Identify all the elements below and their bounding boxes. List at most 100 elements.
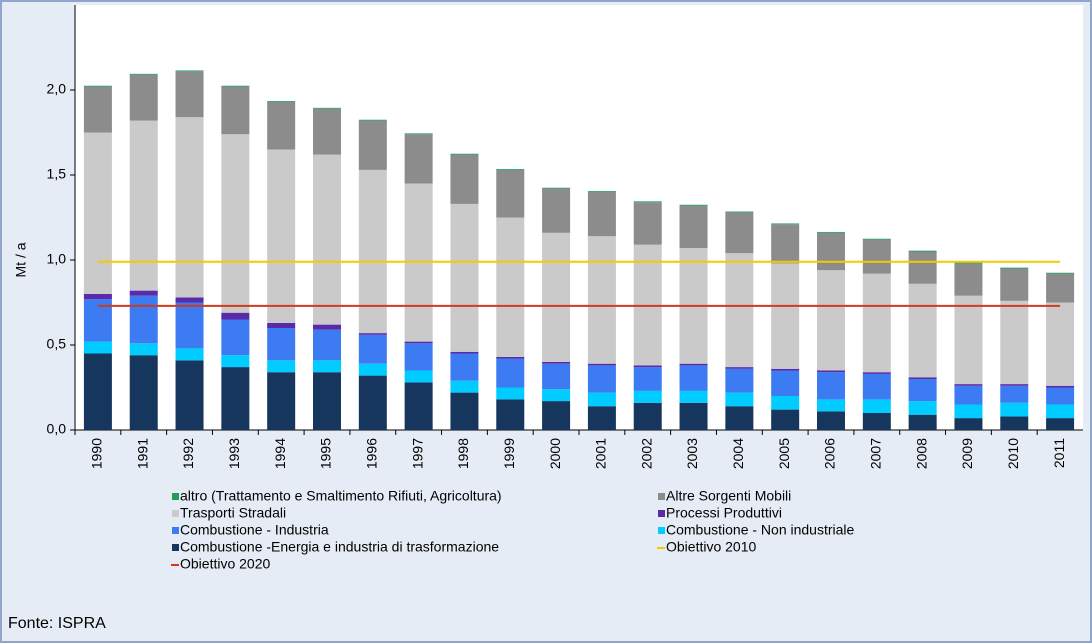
bar-segment bbox=[908, 401, 937, 415]
bar-segment bbox=[862, 239, 891, 274]
bar-segment bbox=[221, 85, 250, 87]
bar-segment bbox=[679, 363, 708, 366]
bar-segment bbox=[267, 372, 296, 430]
bar-segment bbox=[175, 348, 204, 361]
bar-segment bbox=[817, 232, 845, 271]
bar-segment bbox=[129, 74, 158, 121]
bar-segment bbox=[1000, 402, 1029, 417]
bar-segment bbox=[129, 73, 158, 75]
y-tick-label: 1,0 bbox=[47, 251, 67, 267]
bar-segment bbox=[450, 392, 479, 430]
bar-segment bbox=[862, 413, 891, 430]
bar-segment bbox=[1000, 267, 1029, 269]
bar-segment bbox=[358, 169, 387, 334]
bar-segment bbox=[954, 263, 983, 296]
bar-segment bbox=[954, 295, 983, 385]
legend-label: Altre Sorgenti Mobili bbox=[666, 488, 791, 504]
bar-segment bbox=[404, 133, 433, 135]
bar-segment bbox=[908, 250, 937, 252]
bar-segment bbox=[542, 401, 571, 430]
bar-segment bbox=[83, 353, 112, 430]
bar-segment bbox=[587, 406, 616, 430]
legend-label: Obiettivo 2010 bbox=[666, 539, 756, 555]
x-tick-label: 1997 bbox=[409, 438, 425, 469]
x-tick-label: 1998 bbox=[455, 438, 471, 469]
legend-swatch bbox=[658, 527, 665, 534]
x-tick-label: 2007 bbox=[868, 438, 884, 469]
bar-segment bbox=[954, 404, 983, 419]
bar-segment bbox=[221, 134, 250, 313]
bar-segment bbox=[267, 101, 296, 150]
bar-segment bbox=[129, 343, 158, 356]
bar-segment bbox=[404, 134, 433, 184]
bar-segment bbox=[587, 392, 616, 407]
bar-segment bbox=[587, 236, 616, 364]
bar-segment bbox=[175, 302, 204, 349]
bar-segment bbox=[817, 372, 845, 400]
bar-segment bbox=[221, 367, 250, 430]
x-tick-label: 1996 bbox=[364, 438, 380, 469]
bar-segment bbox=[129, 120, 158, 291]
bar-segment bbox=[221, 355, 250, 368]
bar-segment bbox=[313, 360, 341, 373]
bar-segment bbox=[175, 297, 204, 303]
y-tick-label: 1,5 bbox=[47, 166, 67, 182]
x-tick-label: 2011 bbox=[1051, 438, 1067, 468]
bar-segment bbox=[175, 117, 204, 298]
bar-segment bbox=[954, 384, 983, 386]
bar-segment bbox=[267, 101, 296, 102]
bar-segment bbox=[450, 351, 479, 354]
x-tick-label: 2004 bbox=[730, 438, 746, 469]
bar-segment bbox=[496, 356, 525, 359]
bar-segment bbox=[1046, 418, 1075, 430]
bar-segment bbox=[862, 273, 891, 373]
bar-segment bbox=[771, 370, 800, 396]
x-tick-label: 1999 bbox=[501, 438, 517, 469]
x-tick-label: 2002 bbox=[638, 438, 654, 469]
bar-segment bbox=[908, 251, 937, 284]
bar-segment bbox=[313, 154, 341, 325]
bar-segment bbox=[358, 334, 387, 364]
bar-segment bbox=[83, 132, 112, 294]
bar-segment bbox=[817, 370, 845, 373]
y-tick-label: 2,0 bbox=[47, 81, 67, 97]
bar-segment bbox=[1000, 268, 1029, 301]
bar-segment bbox=[313, 107, 341, 109]
bar-segment bbox=[404, 370, 433, 383]
bar-segment bbox=[129, 355, 158, 430]
bar-segment bbox=[633, 201, 662, 203]
bar-segment bbox=[542, 389, 571, 402]
source: Fonte: ISPRA bbox=[8, 615, 106, 632]
bar-segment bbox=[954, 418, 983, 430]
bar-segment bbox=[1000, 300, 1029, 385]
bar-segment bbox=[313, 329, 341, 361]
bar-segment bbox=[954, 385, 983, 405]
bar-segment bbox=[679, 204, 708, 206]
bar-segment bbox=[1046, 385, 1075, 388]
bar-segment bbox=[587, 365, 616, 393]
bar-segment bbox=[587, 191, 616, 192]
bar-segment bbox=[633, 390, 662, 403]
x-tick-label: 1992 bbox=[180, 438, 196, 469]
bar-segment bbox=[1046, 387, 1075, 405]
bar-segment bbox=[1046, 273, 1075, 303]
bar-segment bbox=[679, 205, 708, 249]
bar-segment bbox=[267, 149, 296, 323]
bar-segment bbox=[450, 154, 479, 204]
x-tick-label: 2003 bbox=[684, 438, 700, 469]
legend-label: altro (Trattamento e Smaltimento Rifiuti… bbox=[180, 488, 502, 504]
bar-segment bbox=[221, 86, 250, 135]
bar-segment bbox=[908, 379, 937, 402]
bar-segment bbox=[313, 372, 341, 430]
bar-segment bbox=[1000, 385, 1029, 403]
bar-segment bbox=[1046, 302, 1075, 386]
bar-segment bbox=[496, 399, 525, 430]
bar-segment bbox=[725, 368, 754, 393]
bar-segment bbox=[83, 294, 112, 300]
bar-segment bbox=[450, 353, 479, 381]
bar-segment bbox=[771, 263, 800, 369]
bar-segment bbox=[908, 377, 937, 379]
bar-segment bbox=[358, 375, 387, 430]
bar-segment bbox=[450, 203, 479, 352]
